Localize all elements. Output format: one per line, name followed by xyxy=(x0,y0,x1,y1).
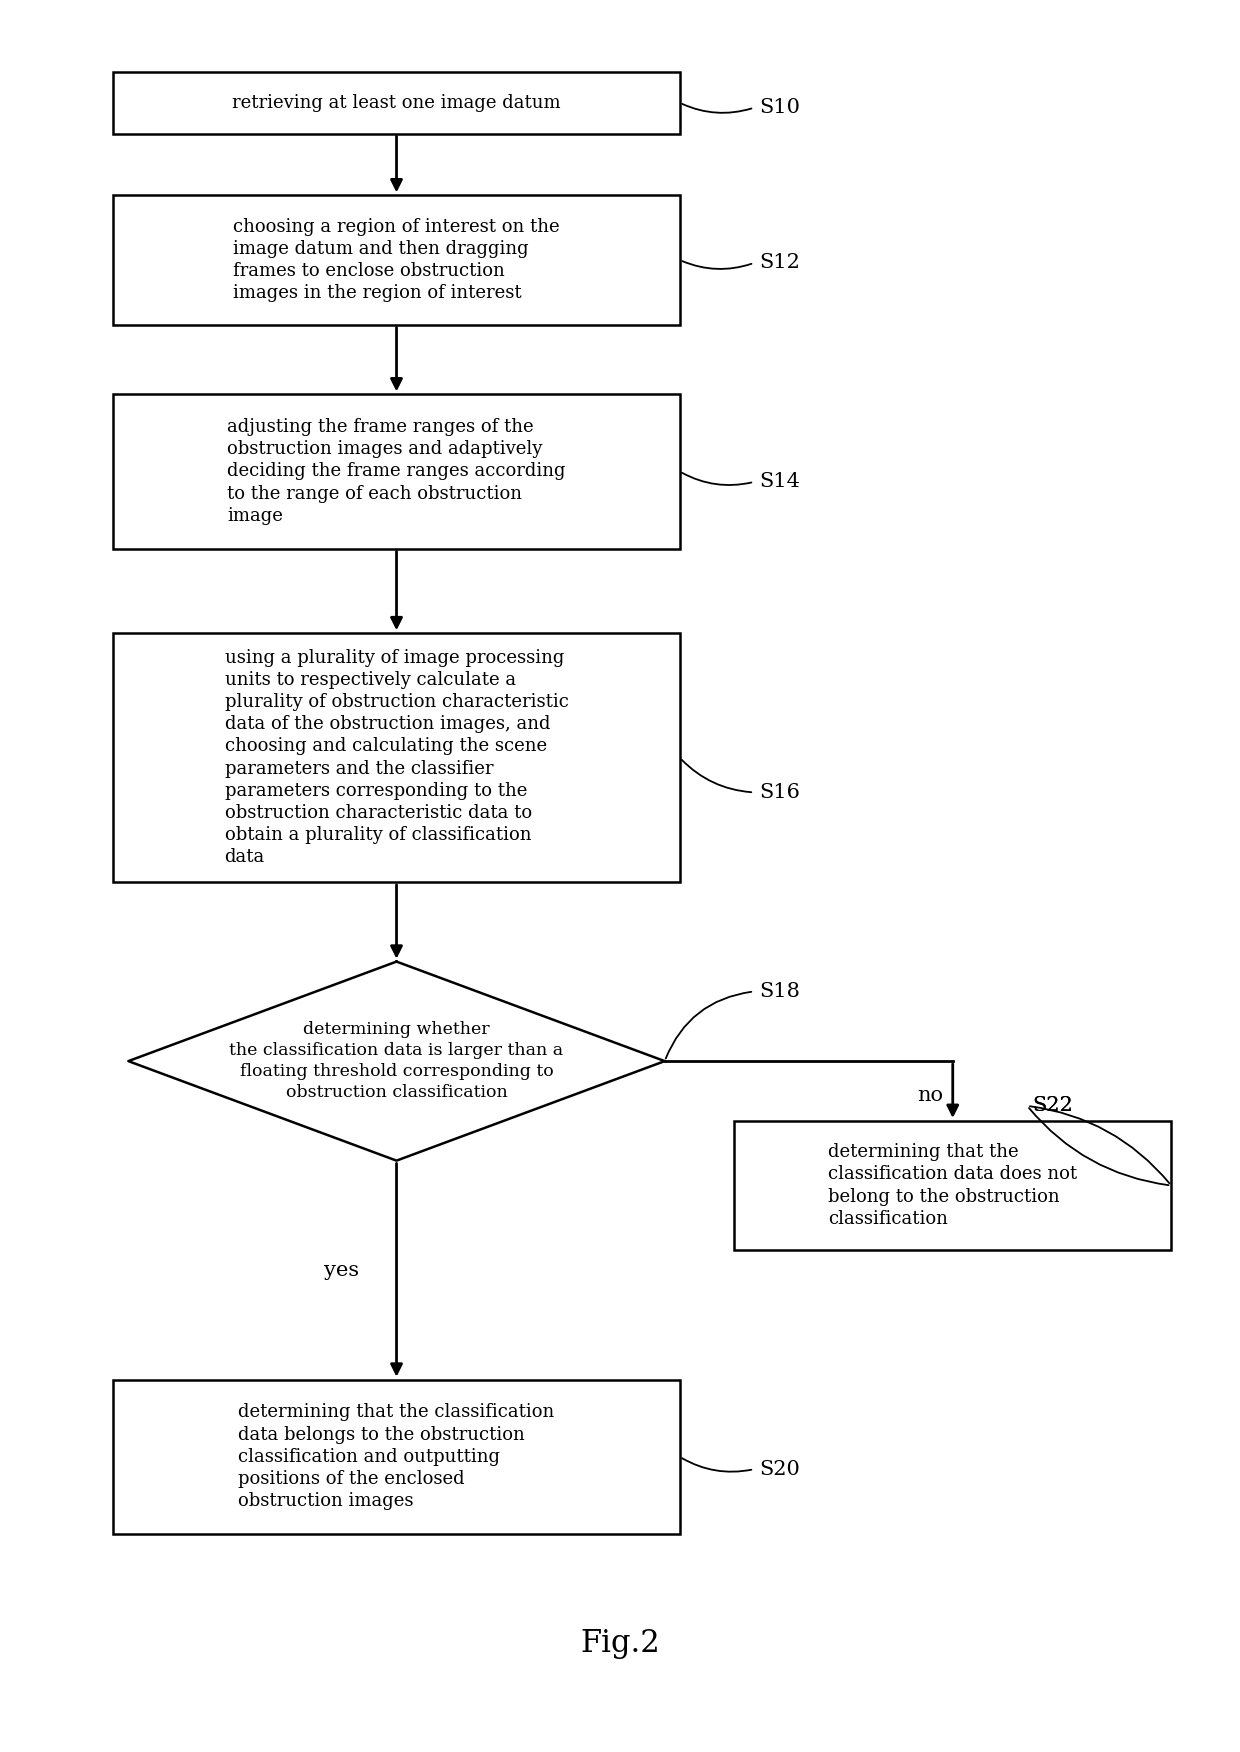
Text: S10: S10 xyxy=(759,98,800,117)
Text: S18: S18 xyxy=(759,981,800,1000)
Bar xyxy=(734,1121,1172,1251)
Text: determining whether
the classification data is larger than a
floating threshold : determining whether the classification d… xyxy=(229,1021,563,1100)
Bar xyxy=(113,72,680,133)
Text: yes: yes xyxy=(325,1261,360,1279)
Text: S12: S12 xyxy=(759,254,800,272)
Bar xyxy=(113,194,680,324)
Text: adjusting the frame ranges of the
obstruction images and adaptively
deciding the: adjusting the frame ranges of the obstru… xyxy=(227,419,565,526)
Bar xyxy=(113,632,680,881)
Text: S20: S20 xyxy=(759,1459,800,1479)
Text: retrieving at least one image datum: retrieving at least one image datum xyxy=(232,93,560,112)
Text: no: no xyxy=(916,1086,942,1106)
Bar xyxy=(113,1379,680,1533)
Text: S14: S14 xyxy=(759,473,800,491)
Bar xyxy=(113,394,680,548)
Text: determining that the classification
data belongs to the obstruction
classificati: determining that the classification data… xyxy=(238,1403,554,1510)
Text: S22: S22 xyxy=(1032,1097,1073,1116)
Text: choosing a region of interest on the
image datum and then dragging
frames to enc: choosing a region of interest on the ima… xyxy=(233,217,559,303)
Text: using a plurality of image processing
units to respectively calculate a
pluralit: using a plurality of image processing un… xyxy=(224,648,568,867)
Text: Fig.2: Fig.2 xyxy=(580,1628,660,1659)
Text: determining that the
classification data does not
belong to the obstruction
clas: determining that the classification data… xyxy=(828,1144,1078,1228)
Text: S16: S16 xyxy=(759,783,800,802)
Polygon shape xyxy=(128,962,665,1160)
Text: S22: S22 xyxy=(1032,1097,1073,1116)
